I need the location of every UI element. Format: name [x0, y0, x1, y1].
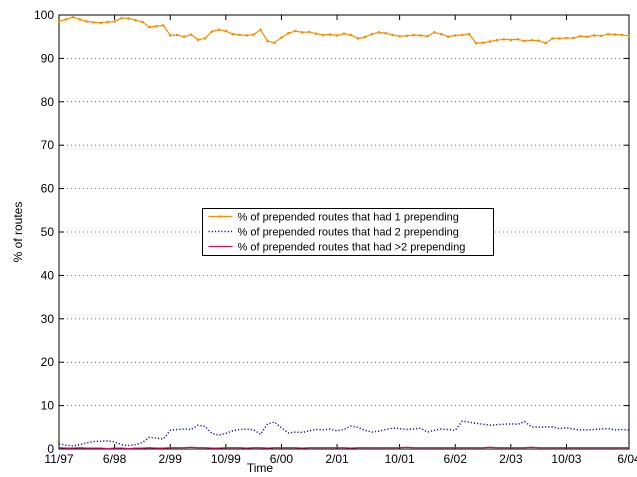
x-tick-label: 6/98	[103, 452, 127, 466]
series-line	[58, 420, 630, 447]
x-tick-label: 2/03	[499, 452, 523, 466]
y-tick-label: 20	[41, 355, 55, 369]
x-tick-label: 6/00	[270, 452, 294, 466]
legend-box	[202, 208, 494, 256]
y-tick-label: 50	[41, 225, 55, 239]
x-tick-label: 2/99	[159, 452, 183, 466]
legend-marker	[219, 215, 222, 218]
y-axis-title: % of routes	[11, 202, 25, 263]
x-tick-label: 6/02	[444, 452, 468, 466]
y-tick-label: 90	[41, 51, 55, 65]
x-tick-label: 6/04	[617, 452, 637, 466]
legend-label: % of prepended routes that had >2 prepen…	[238, 242, 466, 254]
y-tick-label: 70	[41, 138, 55, 152]
x-axis-title: Time	[247, 461, 274, 475]
y-tick-label: 40	[41, 268, 55, 282]
x-tick-label: 10/01	[385, 452, 415, 466]
y-tick-label: 10	[41, 399, 55, 413]
x-tick-label: 10/03	[551, 452, 581, 466]
series-line	[57, 15, 631, 45]
legend: % of prepended routes that had 1 prepend…	[202, 208, 494, 256]
series-line	[58, 446, 629, 450]
y-tick-label: 60	[41, 182, 55, 196]
y-tick-label: 100	[34, 8, 54, 22]
x-tick-label: 2/01	[325, 452, 349, 466]
legend-label: % of prepended routes that had 1 prepend…	[238, 212, 459, 224]
y-tick-label: 80	[41, 95, 55, 109]
legend-label: % of prepended routes that had 2 prepend…	[238, 227, 459, 239]
x-tick-label: 11/97	[44, 452, 73, 466]
x-tick-label: 10/99	[211, 452, 241, 466]
plot-frame	[58, 14, 630, 450]
y-tick-label: 30	[41, 312, 55, 326]
y-tick-label: 0	[47, 442, 54, 456]
